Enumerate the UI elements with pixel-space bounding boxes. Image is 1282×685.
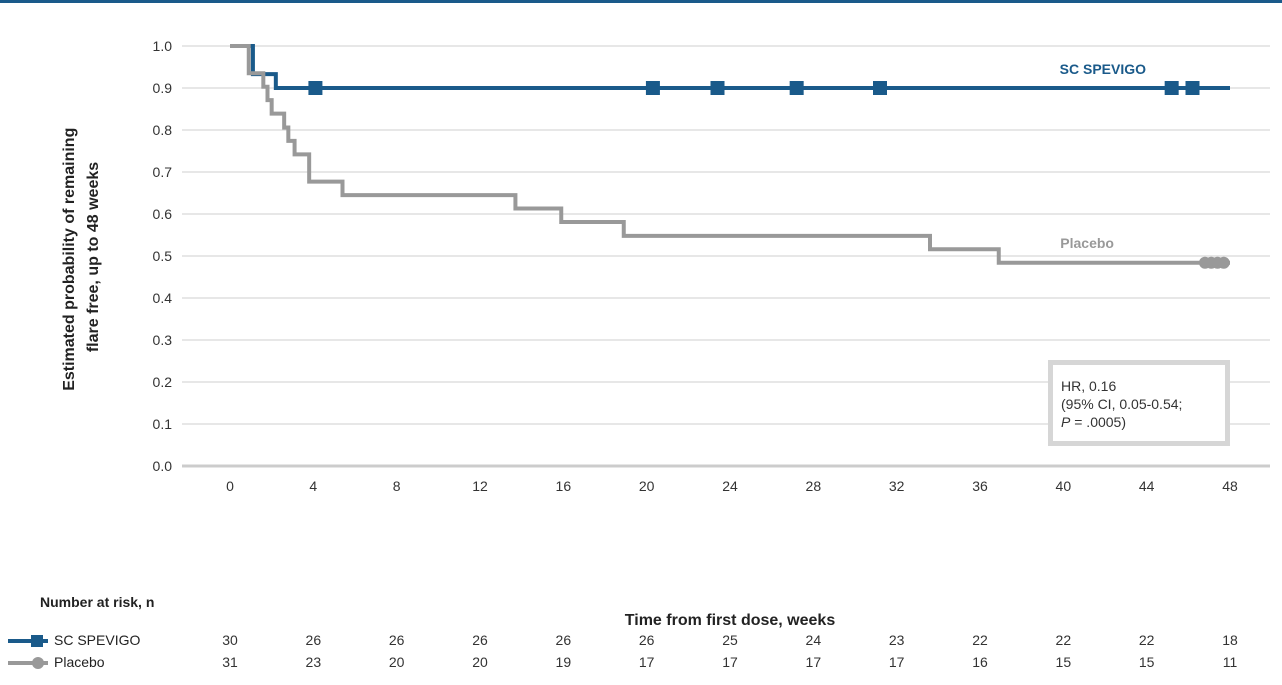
- series-group: [230, 44, 1230, 269]
- risk-value: 25: [722, 632, 738, 648]
- hr-line-1: HR, 0.16: [1061, 378, 1117, 394]
- censor-mark-circle: [1217, 256, 1230, 269]
- censor-mark-square: [1164, 81, 1179, 95]
- x-tick-label: 32: [889, 478, 905, 494]
- x-axis-title: Time from first dose, weeks: [625, 612, 836, 629]
- x-axis-ticks: 0 4 8 12 16 20 24 28 32 36 40 44 48: [226, 478, 1238, 494]
- y-tick-label: 1.0: [153, 38, 173, 54]
- y-tick-label: 0.1: [153, 416, 173, 432]
- risk-row-sc-spevigo: SC SPEVIGO 30 26 26 26 26 26 25 24 23 22 22 22 18: [0, 631, 1282, 651]
- hr-line-3: P = .0005): [1061, 413, 1225, 431]
- risk-value: 19: [555, 654, 572, 670]
- hazard-ratio-box: HR, 0.16 (95% CI, 0.05-0.54; P = .0005): [1048, 360, 1230, 446]
- y-axis-title-line-2: flare free, up to 48 weeks: [85, 162, 102, 352]
- y-tick-label: 0.3: [153, 332, 173, 348]
- x-tick-label: 8: [393, 478, 401, 494]
- risk-row-placebo: Placebo 31 23 20 20 19 17 17 17 17 16 15 15 11: [0, 653, 1282, 673]
- risk-value: 26: [555, 632, 572, 648]
- p-value: = .0005): [1070, 414, 1126, 430]
- censor-mark-square: [789, 81, 804, 95]
- x-tick-label: 16: [556, 478, 572, 494]
- y-axis-ticks: 1.0 0.9 0.8 0.7 0.6 0.5 0.4 0.3 0.2 0.1 0.0: [153, 38, 173, 474]
- risk-value: 24: [805, 632, 822, 648]
- risk-value: 16: [972, 654, 988, 670]
- risk-value: 23: [888, 632, 905, 648]
- y-tick-label: 0.4: [153, 290, 173, 306]
- censor-mark-square: [308, 81, 323, 95]
- y-tick-label: 0.9: [153, 80, 173, 96]
- risk-value: 26: [472, 632, 488, 648]
- risk-value: 30: [222, 632, 238, 648]
- censor-mark-square: [710, 81, 725, 95]
- risk-value: 31: [222, 654, 238, 670]
- y-tick-label: 0.8: [153, 122, 173, 138]
- x-tick-label: 20: [639, 478, 655, 494]
- x-tick-label: 24: [722, 478, 738, 494]
- legend-swatch-circle-icon: [8, 657, 48, 669]
- risk-value: 22: [1055, 632, 1072, 648]
- y-axis-title: Estimated probability of remaining flare…: [61, 123, 102, 391]
- x-tick-label: 4: [309, 478, 317, 494]
- top-accent-bar: [0, 0, 1282, 3]
- x-tick-label: 48: [1222, 478, 1238, 494]
- risk-value: 17: [722, 654, 738, 670]
- x-tick-label: 40: [1056, 478, 1072, 494]
- risk-value: 20: [472, 654, 488, 670]
- risk-value: 15: [1055, 654, 1072, 670]
- risk-table-title: Number at risk, n: [40, 594, 155, 610]
- y-axis-title-line-1: Estimated probability of remaining: [61, 128, 78, 391]
- risk-value: 17: [638, 654, 655, 670]
- risk-value: 26: [388, 632, 405, 648]
- series-label-placebo: Placebo: [1060, 235, 1114, 251]
- x-tick-label: 36: [972, 478, 988, 494]
- legend-swatch-square-icon: [8, 635, 48, 647]
- censor-mark-square: [1185, 81, 1200, 95]
- censor-mark-square: [645, 81, 660, 95]
- y-tick-label: 0.7: [153, 164, 173, 180]
- x-tick-label: 28: [806, 478, 822, 494]
- x-tick-label: 12: [472, 478, 488, 494]
- risk-value: 22: [1138, 632, 1155, 648]
- x-tick-label: 44: [1139, 478, 1155, 494]
- risk-value: 15: [1138, 654, 1155, 670]
- risk-row-label: Placebo: [54, 654, 105, 670]
- y-tick-label: 0.5: [153, 248, 173, 264]
- risk-row-label: SC SPEVIGO: [54, 632, 141, 648]
- risk-value: 22: [972, 632, 988, 648]
- hr-line-2: (95% CI, 0.05-0.54;: [1061, 396, 1183, 412]
- risk-value: 11: [1222, 654, 1238, 670]
- y-tick-label: 0.2: [153, 374, 173, 390]
- risk-value: 17: [805, 654, 822, 670]
- series-line-placebo: [230, 44, 1230, 265]
- risk-value: 20: [388, 654, 405, 670]
- p-symbol: P: [1061, 414, 1071, 430]
- risk-value: 18: [1222, 632, 1238, 648]
- risk-value: 23: [305, 654, 322, 670]
- risk-value: 17: [888, 654, 905, 670]
- risk-value: 26: [305, 632, 322, 648]
- x-tick-label: 0: [226, 478, 234, 494]
- y-tick-label: 0.6: [153, 206, 173, 222]
- risk-value: 26: [638, 632, 655, 648]
- y-tick-label: 0.0: [153, 458, 173, 474]
- censor-mark-square: [873, 81, 887, 95]
- series-label-sc-spevigo: SC SPEVIGO: [1060, 61, 1146, 77]
